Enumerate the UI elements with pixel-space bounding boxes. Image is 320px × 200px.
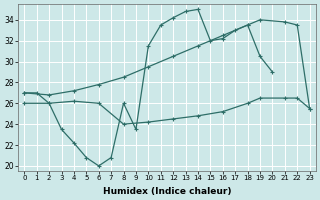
X-axis label: Humidex (Indice chaleur): Humidex (Indice chaleur) bbox=[103, 187, 231, 196]
